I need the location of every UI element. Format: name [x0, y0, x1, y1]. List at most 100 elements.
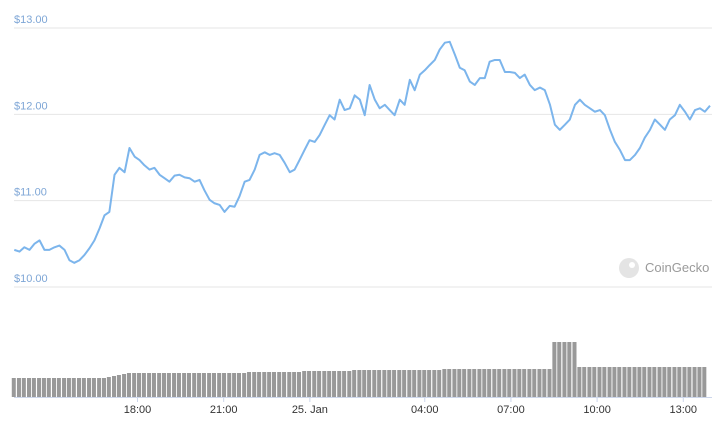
volume-bar [172, 373, 177, 397]
volume-bar [81, 378, 86, 397]
volume-bar [337, 371, 342, 397]
volume-bar [41, 378, 46, 397]
volume-bar [372, 370, 377, 397]
volume-bar [497, 369, 502, 397]
volume-bar [162, 373, 167, 397]
watermark: CoinGecko [619, 258, 709, 278]
volume-bar [21, 378, 26, 397]
volume-bar [402, 370, 407, 397]
volume-bar [502, 369, 507, 397]
volume-bar [597, 367, 602, 397]
volume-bar [46, 378, 51, 397]
volume-bar [457, 369, 462, 397]
volume-bar [182, 373, 187, 397]
volume-bar [612, 367, 617, 397]
x-tick-label: 13:00 [670, 404, 698, 416]
volume-bar [557, 342, 562, 397]
volume-bar [176, 373, 181, 397]
volume-bar [547, 369, 552, 397]
volume-bar [217, 373, 222, 397]
volume-bar [91, 378, 96, 397]
volume-bar [447, 369, 452, 397]
volume-bar [147, 373, 152, 397]
volume-bar [532, 369, 537, 397]
volume-bar [31, 378, 36, 397]
volume-bar [452, 369, 457, 397]
volume-bar [122, 374, 127, 397]
volume-bar [412, 370, 417, 397]
volume-bar [477, 369, 482, 397]
volume-bar [126, 373, 131, 397]
volume-bar [197, 373, 202, 397]
volume-bar [637, 367, 642, 397]
watermark-text: CoinGecko [645, 260, 709, 275]
x-tick-label: 21:00 [210, 404, 238, 416]
volume-bar [702, 367, 707, 397]
x-tick-label: 25. Jan [292, 404, 328, 416]
volume-bar [116, 375, 121, 397]
volume-bar [106, 377, 111, 397]
y-tick-label: $13.00 [14, 14, 48, 26]
volume-bar [617, 367, 622, 397]
volume-bar [112, 376, 117, 397]
volume-bar [632, 367, 637, 397]
volume-bar [166, 373, 171, 397]
volume-bar [137, 373, 142, 397]
volume-bar [71, 378, 76, 397]
volume-bar [192, 373, 197, 397]
volume-bar [382, 370, 387, 397]
x-tick-label: 04:00 [411, 404, 439, 416]
volume-bar [577, 367, 582, 397]
volume-bar [377, 370, 382, 397]
volume-bar [492, 369, 497, 397]
volume-bar [682, 367, 687, 397]
volume-bar [277, 372, 282, 397]
volume-bar [602, 367, 607, 397]
volume-bar [642, 367, 647, 397]
volume-bar [56, 378, 61, 397]
volume-bar [262, 372, 267, 397]
volume-bar [211, 373, 217, 397]
volume-bar [252, 372, 257, 397]
volume-bar [677, 367, 682, 397]
volume-bar [292, 372, 297, 397]
volume-bar [417, 370, 422, 397]
volume-bar [367, 370, 372, 397]
volume-bar [76, 378, 82, 397]
volume-bar [201, 373, 206, 397]
volume-bar [442, 369, 447, 397]
volume-bar [667, 367, 672, 397]
volume-bar [257, 372, 262, 397]
volume-bar [87, 378, 92, 397]
volume-bar [327, 371, 332, 397]
volume-bar [141, 373, 146, 397]
volume-bar [27, 378, 32, 397]
volume-bar [467, 369, 472, 397]
y-tick-label: $10.00 [14, 273, 48, 285]
volume-bar [432, 370, 437, 397]
volume-bar [542, 369, 547, 397]
volume-bar [627, 367, 632, 397]
volume-bar [222, 373, 227, 397]
volume-bar [387, 370, 392, 397]
volume-bar [302, 371, 307, 397]
volume-bar [332, 371, 337, 397]
volume-bar [692, 367, 697, 397]
volume-bar [97, 378, 102, 397]
volume-bar [62, 378, 67, 397]
volume-bar [186, 373, 192, 397]
volume-bar [487, 369, 492, 397]
volume-bar [342, 371, 347, 397]
volume-bar [312, 371, 317, 397]
volume-bar [672, 367, 677, 397]
volume-bar [322, 371, 327, 397]
volume-bar [16, 378, 21, 397]
volume-bar [352, 370, 357, 397]
volume-bar [437, 370, 442, 397]
volume-bar [567, 342, 572, 397]
watermark-logo [619, 258, 639, 278]
y-tick-label: $12.00 [14, 100, 48, 112]
x-tick-label: 07:00 [497, 404, 525, 416]
volume-bar [462, 369, 467, 397]
volume-bar [282, 372, 287, 397]
